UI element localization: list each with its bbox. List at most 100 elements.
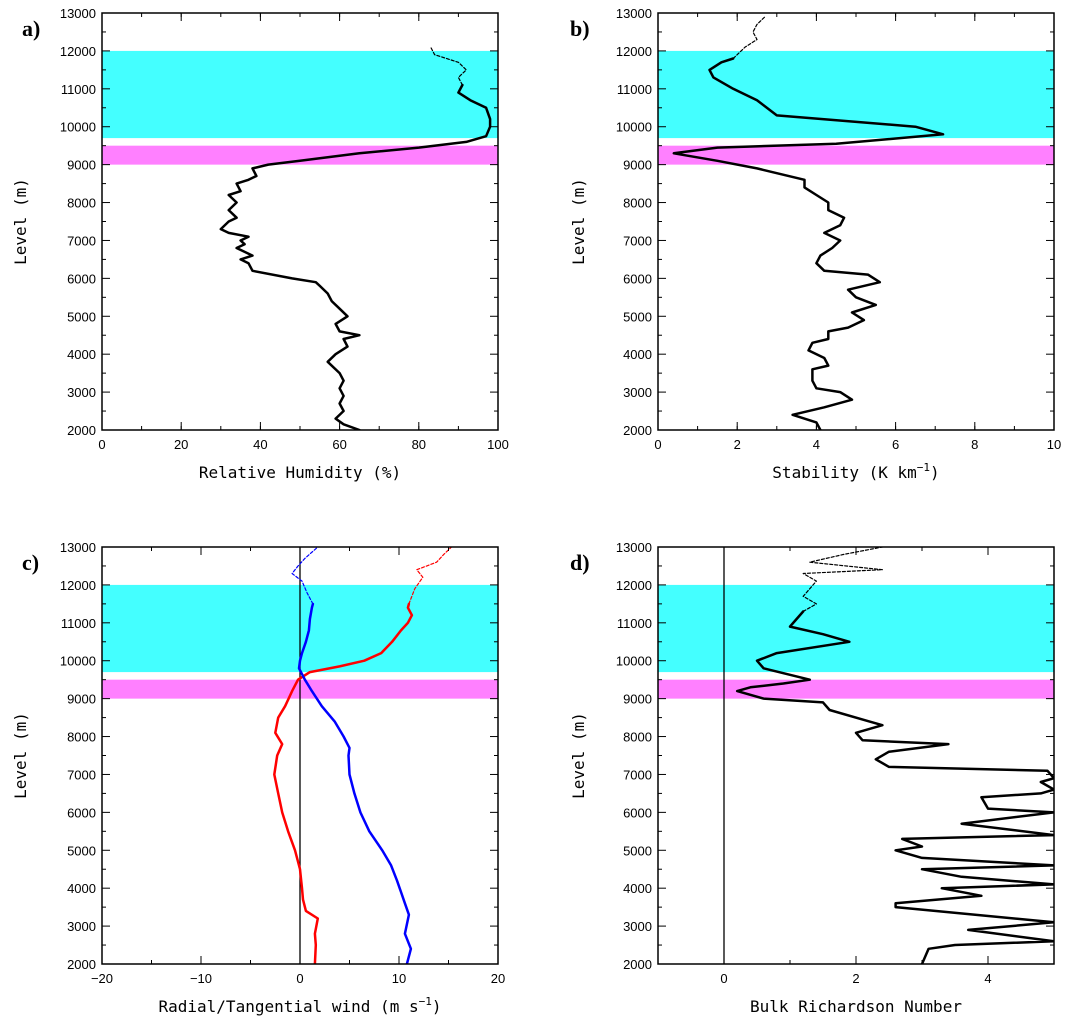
y-tick-label: 11000	[61, 82, 96, 97]
y-tick-label: 9000	[67, 692, 96, 707]
y-tick-label: 8000	[67, 730, 96, 745]
y-tick-label: 9000	[623, 158, 652, 173]
y-tick-label: 4000	[67, 347, 96, 362]
y-tick-label: 8000	[623, 730, 652, 745]
y-tick-label: 7000	[67, 767, 96, 782]
shaded-band-lower	[658, 145, 1054, 165]
y-tick-label: 10000	[60, 654, 96, 669]
series-line-0	[735, 610, 1054, 964]
x-axis-label: Stability (K km−1)	[772, 461, 939, 482]
y-tick-label: 13000	[60, 540, 96, 555]
y-tick-label: 7000	[623, 767, 652, 782]
y-tick-label: 12000	[616, 578, 652, 593]
series-line-0	[219, 83, 492, 430]
y-tick-label: 4000	[67, 881, 96, 896]
shaded-band-upper	[102, 50, 498, 139]
x-tick-label: 4	[813, 437, 820, 452]
y-tick-label: 9000	[623, 692, 652, 707]
series-line-0	[273, 602, 414, 964]
x-tick-label: 10	[1047, 437, 1061, 452]
series-line-3	[291, 547, 319, 605]
y-tick-label: 12000	[60, 44, 96, 59]
x-tick-label: 8	[971, 437, 978, 452]
x-tick-label: 10	[392, 971, 406, 986]
y-tick-label: 6000	[67, 805, 96, 820]
y-tick-label: 5000	[623, 843, 652, 858]
panel-c: 2000 3000 4000 5000 6000 7000 8000 9000 10000 110…	[11, 540, 505, 1016]
panel-letter: d)	[570, 550, 590, 575]
shaded-band-lower	[658, 679, 1054, 699]
panel-letter: c)	[22, 550, 39, 575]
panel-letter: a)	[22, 16, 40, 41]
series-line-0	[672, 57, 945, 430]
y-tick-label: 4000	[623, 347, 652, 362]
y-tick-label: 10000	[616, 120, 652, 135]
y-tick-label: 2000	[623, 957, 652, 972]
series-group	[672, 16, 945, 430]
x-tick-label: 2	[852, 971, 859, 986]
y-tick-label: 7000	[67, 233, 96, 248]
series-line-1	[802, 547, 884, 613]
x-tick-label: 60	[332, 437, 346, 452]
shaded-band-upper	[658, 50, 1054, 139]
x-axis-label: Relative Humidity (%)	[199, 463, 401, 482]
y-tick-label: 12000	[616, 44, 652, 59]
panel-a: 2000 3000 4000 5000 6000 7000 8000 9000 10000 110…	[11, 6, 509, 482]
x-tick-label: 0	[98, 437, 105, 452]
y-tick-label: 3000	[67, 385, 96, 400]
y-axis-label: Level (m)	[11, 178, 30, 265]
y-tick-label: 13000	[616, 540, 652, 555]
y-tick-label: 8000	[623, 196, 652, 211]
y-tick-label: 2000	[67, 957, 96, 972]
y-tick-label: 5000	[67, 309, 96, 324]
x-tick-label: 100	[487, 437, 509, 452]
x-tick-label: −10	[190, 971, 212, 986]
panel-b: 2000 3000 4000 5000 6000 7000 8000 9000 10000 110…	[569, 6, 1061, 482]
x-axis-label: Bulk Richardson Number	[750, 997, 962, 1016]
y-tick-label: 6000	[67, 271, 96, 286]
y-tick-label: 11000	[61, 616, 96, 631]
y-tick-label: 11000	[617, 616, 652, 631]
y-axis-label: Level (m)	[569, 712, 588, 799]
y-tick-label: 11000	[617, 82, 652, 97]
y-tick-label: 3000	[623, 385, 652, 400]
y-tick-label: 13000	[60, 6, 96, 21]
x-tick-label: 80	[412, 437, 426, 452]
x-tick-label: 20	[491, 971, 505, 986]
y-tick-label: 10000	[616, 654, 652, 669]
x-tick-label: 0	[654, 437, 661, 452]
panel-d: 2000 3000 4000 5000 6000 7000 8000 9000 10000 110…	[569, 540, 1055, 1016]
y-tick-label: 6000	[623, 271, 652, 286]
y-tick-label: 9000	[67, 158, 96, 173]
series-group	[219, 46, 492, 430]
x-tick-label: 4	[984, 971, 991, 986]
y-tick-label: 5000	[67, 843, 96, 858]
y-tick-label: 3000	[623, 919, 652, 934]
x-axis-label: Radial/Tangential wind (m s−1)	[159, 995, 442, 1016]
y-tick-label: 7000	[623, 233, 652, 248]
y-tick-label: 10000	[60, 120, 96, 135]
y-tick-label: 12000	[60, 578, 96, 593]
x-tick-label: 6	[892, 437, 899, 452]
x-tick-label: −20	[91, 971, 113, 986]
y-axis-label: Level (m)	[569, 178, 588, 265]
x-tick-label: 2	[734, 437, 741, 452]
x-tick-label: 0	[296, 971, 303, 986]
y-tick-label: 4000	[623, 881, 652, 896]
x-tick-label: 20	[174, 437, 188, 452]
y-tick-label: 2000	[623, 423, 652, 438]
series-group	[273, 547, 453, 964]
x-tick-label: 0	[720, 971, 727, 986]
series-line-1	[732, 16, 766, 60]
series-line-2	[297, 602, 413, 964]
y-tick-label: 13000	[616, 6, 652, 21]
series-group	[735, 547, 1054, 964]
x-tick-label: 40	[253, 437, 267, 452]
series-line-1	[430, 46, 467, 86]
y-tick-label: 8000	[67, 196, 96, 211]
panel-letter: b)	[570, 16, 590, 41]
shaded-band-upper	[658, 584, 1054, 673]
y-axis-label: Level (m)	[11, 712, 30, 799]
y-tick-label: 6000	[623, 805, 652, 820]
